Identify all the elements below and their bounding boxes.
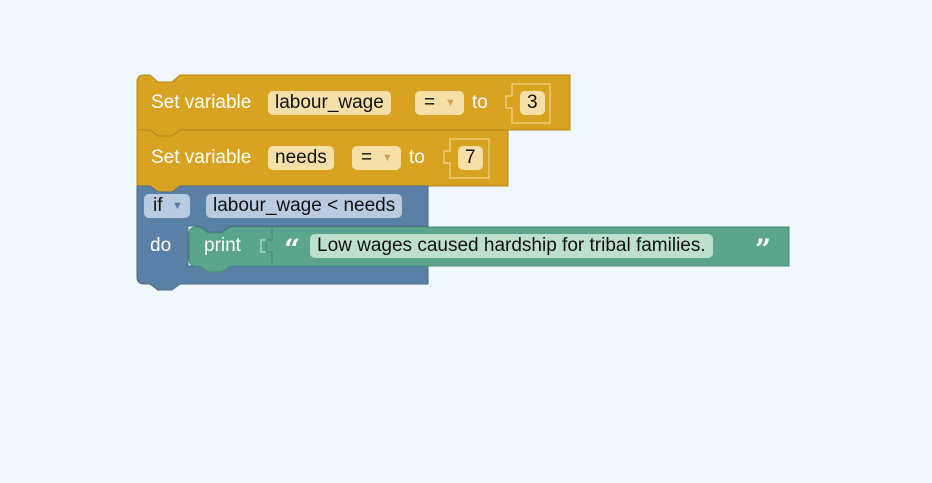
text-string-field[interactable]: Low wages caused hardship for tribal fam… — [310, 234, 713, 258]
do-label: do — [150, 235, 172, 256]
operator-dropdown-2[interactable]: = ▼ — [352, 146, 401, 170]
print-label: print — [204, 235, 241, 256]
set-variable-label-2: Set variable — [151, 147, 252, 168]
if-keyword: if — [153, 195, 163, 216]
variable-field-labour-wage[interactable]: labour_wage — [268, 91, 391, 115]
operator-value-1: = — [424, 92, 436, 113]
number-field-2[interactable]: 7 — [458, 146, 483, 170]
dropdown-arrow-icon: ▼ — [172, 200, 183, 212]
dropdown-arrow-icon: ▼ — [382, 152, 393, 164]
to-label-1: to — [472, 92, 488, 113]
close-quote-icon: ” — [755, 233, 772, 266]
value-socket-2 — [443, 138, 490, 179]
if-dropdown[interactable]: if ▼ — [144, 194, 190, 218]
set-variable-label-1: Set variable — [151, 92, 252, 113]
dropdown-arrow-icon: ▼ — [445, 97, 456, 109]
variable-field-needs[interactable]: needs — [268, 146, 334, 170]
text-socket-edge — [260, 239, 266, 253]
condition-field[interactable]: labour_wage < needs — [206, 194, 403, 218]
operator-value-2: = — [361, 147, 373, 168]
to-label-2: to — [409, 147, 425, 168]
number-field-1[interactable]: 3 — [520, 91, 545, 115]
operator-dropdown-1[interactable]: = ▼ — [415, 91, 464, 115]
value-socket-1 — [505, 83, 551, 124]
open-quote-icon: “ — [284, 233, 301, 266]
